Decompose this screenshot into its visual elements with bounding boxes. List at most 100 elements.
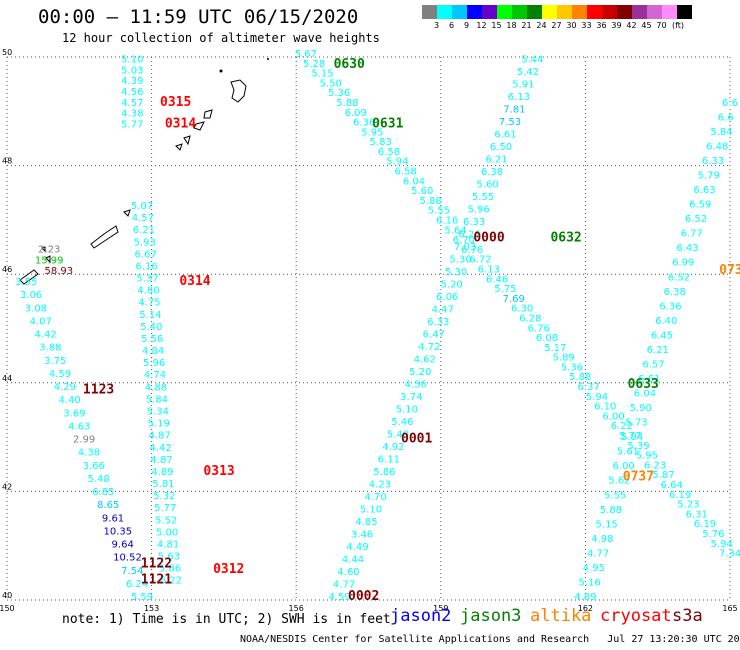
swh-value: 4.95 xyxy=(583,563,605,574)
swh-value: 5.60 xyxy=(476,179,498,190)
swh-value: 6.46 xyxy=(486,274,508,285)
swh-value: 9.64 xyxy=(112,540,134,551)
swh-value: 3.74 xyxy=(400,392,422,403)
mission-altika: altika xyxy=(530,606,592,626)
y-tick-label: 46 xyxy=(2,265,12,274)
swh-value: 4.87 xyxy=(149,431,171,442)
swh-value: 5.94 xyxy=(621,432,643,443)
swh-value: 5.94 xyxy=(586,392,608,403)
swh-value: 4.42 xyxy=(34,330,56,341)
swh-value: 6.48 xyxy=(706,141,728,152)
swh-value: 6.30 xyxy=(511,304,533,315)
swh-value: 5.19 xyxy=(148,419,170,430)
swh-value: 5.40 xyxy=(140,322,162,333)
swh-value: 6.38 xyxy=(664,287,686,298)
mission-cryosat: cryosat xyxy=(600,606,672,626)
color-scale-label: 12 xyxy=(476,21,487,30)
swh-value: 6.19 xyxy=(669,490,691,501)
pass-time-label: 0737 xyxy=(623,470,654,485)
color-scale-label: 15 xyxy=(491,21,502,30)
swh-value: 5.28 xyxy=(303,59,325,70)
swh-value: 6.77 xyxy=(681,229,703,240)
pass-time-label: 0630 xyxy=(334,57,365,72)
color-swatch xyxy=(557,5,572,19)
color-swatch xyxy=(542,5,557,19)
page-title: 00:00 – 11:59 UTC 06/15/2020 xyxy=(38,6,359,28)
x-tick-label: 159 xyxy=(433,604,448,613)
color-swatch xyxy=(587,5,602,19)
swh-value: 6.58 xyxy=(395,167,417,178)
swh-value: 5.84 xyxy=(710,127,732,138)
swh-value: 5.77 xyxy=(121,120,143,131)
pass-time-label: 0632 xyxy=(550,231,581,246)
swh-value: 3.66 xyxy=(83,461,105,472)
swh-value: 4.59 xyxy=(328,592,350,603)
island-outline xyxy=(230,79,247,103)
swh-value: 4.89 xyxy=(574,592,596,603)
swh-value: 6.00 xyxy=(613,461,635,472)
swh-value: 4.70 xyxy=(364,492,386,503)
swh-value: 4.59 xyxy=(49,369,71,380)
swh-value: 5.76 xyxy=(702,529,724,540)
swh-value: 6.33 xyxy=(463,217,485,228)
swh-value: 6.52 xyxy=(685,214,707,225)
color-swatch xyxy=(497,5,512,19)
color-swatch xyxy=(662,5,677,19)
color-swatch xyxy=(512,5,527,19)
swh-value: 6.21 xyxy=(133,225,155,236)
swh-value: 5.83 xyxy=(370,137,392,148)
color-swatch xyxy=(632,5,647,19)
swh-value: 6.09 xyxy=(345,108,367,119)
y-tick-label: 42 xyxy=(2,482,12,491)
swh-value: 5.40 xyxy=(387,429,409,440)
mission-s3a: s3a xyxy=(672,606,703,626)
swh-value: 5.20 xyxy=(409,367,431,378)
swh-value: 6.72 xyxy=(469,255,491,266)
swh-value: 9.61 xyxy=(102,513,124,524)
swh-value: 5.90 xyxy=(630,403,652,414)
swh-value: 3.55 xyxy=(15,277,37,288)
swh-value: 10.35 xyxy=(104,526,133,537)
swh-value: 8.65 xyxy=(97,500,119,511)
color-scale-label: 3 xyxy=(433,21,440,30)
swh-value: 4.42 xyxy=(149,443,171,454)
swh-value: 5.64 xyxy=(444,225,466,236)
color-swatch xyxy=(572,5,587,19)
swh-value: 6.76 xyxy=(461,245,483,256)
swh-value: 4.57 xyxy=(121,98,143,109)
swh-value: 5.59 xyxy=(131,592,153,603)
swh-value: 5.55 xyxy=(604,490,626,501)
color-scale-label: 27 xyxy=(551,21,562,30)
swh-value: 4.84 xyxy=(142,346,164,357)
swh-value: 5.36 xyxy=(561,362,583,373)
swh-value: 5.34 xyxy=(147,407,169,418)
swh-value: 4.87 xyxy=(150,455,172,466)
swh-value: 7.03 xyxy=(454,242,476,253)
swh-value: 5.62 xyxy=(608,476,630,487)
island-outline xyxy=(203,109,213,119)
swh-value: 4.38 xyxy=(121,109,143,120)
swh-value: 4.44 xyxy=(342,554,364,565)
swh-value: 5.07 xyxy=(131,201,153,212)
pass-time-label: 0315 xyxy=(160,95,191,110)
color-swatch xyxy=(647,5,662,19)
swh-value: 4.88 xyxy=(145,382,167,393)
island-outline xyxy=(193,121,205,131)
swh-value: 6.21 xyxy=(485,154,507,165)
swh-value: 6.36 xyxy=(353,118,375,129)
swh-value: 6.00 xyxy=(602,411,624,422)
swh-value: 5.75 xyxy=(494,284,516,295)
color-scale-labels: 3 6 9 12 15 18 21 24 27 30 33 36 39 42 45 70 (ft) xyxy=(422,21,687,30)
swh-value: 4.92 xyxy=(382,442,404,453)
swh-value: 6.28 xyxy=(519,313,541,324)
swh-value: 5.87 xyxy=(652,470,674,481)
swh-value: 5.67 xyxy=(295,49,317,60)
pass-time-label: 0000 xyxy=(473,231,504,246)
swh-value: 4.39 xyxy=(121,76,143,87)
y-tick-label: 40 xyxy=(2,591,12,600)
swh-value: 5.61 xyxy=(617,447,639,458)
mission-jason2: jason2 xyxy=(390,606,452,626)
swh-value: 6.58 xyxy=(378,147,400,158)
swh-value: 6.61 xyxy=(638,374,660,385)
island-dot xyxy=(267,58,269,60)
